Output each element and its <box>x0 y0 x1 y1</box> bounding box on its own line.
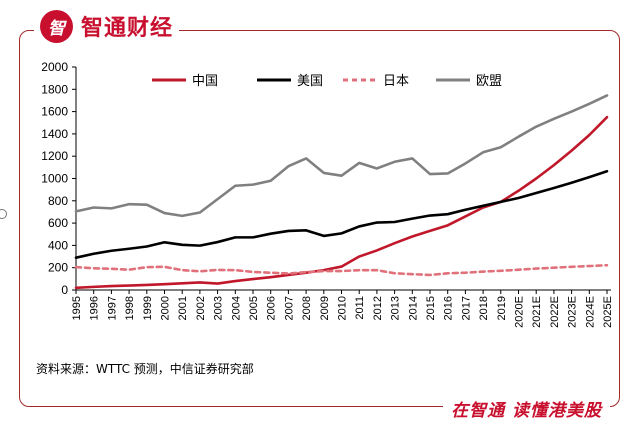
x-tick-label: 2019 <box>496 296 508 320</box>
x-tick-label: 2025E <box>602 296 614 328</box>
x-tick-label: 2002 <box>195 296 207 320</box>
x-tick-label: 2024E <box>584 296 596 328</box>
y-tick-label: 600 <box>48 216 68 230</box>
x-tick-label: 2017 <box>460 296 472 320</box>
x-tick-label: 2022E <box>549 296 561 328</box>
x-tick-label: 2023E <box>567 296 579 328</box>
series-line-0 <box>74 115 609 290</box>
x-tick-label: 2009 <box>319 296 331 320</box>
y-tick-label: 1400 <box>41 127 68 141</box>
x-tick-label: 2010 <box>337 296 349 320</box>
x-tick-label: 2011 <box>354 296 366 320</box>
x-tick-label: 2015 <box>425 296 437 320</box>
x-tick-label: 2001 <box>177 296 189 320</box>
x-tick-label: 2004 <box>230 296 242 320</box>
x-tick-label: 2021E <box>531 296 543 328</box>
legend-label-1: 美国 <box>297 74 323 89</box>
legend-label-3: 欧盟 <box>476 74 502 89</box>
x-tick-label: 2012 <box>372 296 384 320</box>
brand-header: 智 智通财经 <box>34 6 180 46</box>
x-tick-label: 1998 <box>124 296 136 320</box>
x-tick-label: 2007 <box>283 296 295 320</box>
y-tick-label: 400 <box>48 238 68 252</box>
x-tick-label: 2018 <box>478 296 490 320</box>
source-note: 资料来源：WTTC 预测，中信证券研究部 <box>36 362 254 376</box>
x-tick-label: 2016 <box>443 296 455 320</box>
x-tick-label: 2020E <box>514 296 526 328</box>
y-tick-label: 1600 <box>41 105 68 119</box>
y-tick-label: 1000 <box>41 172 68 186</box>
brand-logo-icon: 智 <box>40 9 73 43</box>
x-tick-label: 2008 <box>301 296 313 320</box>
x-tick-label: 2000 <box>160 296 172 320</box>
x-tick-label: 2014 <box>407 296 419 320</box>
brand-name: 智通财经 <box>81 16 174 41</box>
brand-slogan: 在智通 读懂港美股 <box>443 396 610 421</box>
x-tick-label: 1997 <box>106 296 118 320</box>
y-tick-label: 2000 <box>41 60 68 74</box>
x-tick-label: 2005 <box>248 296 260 320</box>
x-tick-label: 1999 <box>142 296 154 320</box>
x-tick-label: 2006 <box>266 296 278 320</box>
x-tick-label: 2003 <box>213 296 225 320</box>
x-tick-label: 1996 <box>89 296 101 320</box>
legend-label-0: 中国 <box>192 74 218 89</box>
side-scroll-indicator <box>0 209 7 219</box>
y-tick-label: 200 <box>48 261 68 275</box>
x-tick-label: 1995 <box>71 296 83 320</box>
y-tick-label: 1800 <box>41 82 68 96</box>
y-tick-label: 1200 <box>41 149 68 163</box>
x-tick-label: 2013 <box>390 296 402 320</box>
chart-frame <box>19 30 620 407</box>
y-tick-label: 800 <box>48 194 68 208</box>
legend-label-2: 日本 <box>383 74 409 89</box>
y-tick-label: 0 <box>61 283 68 297</box>
series-line-3 <box>74 94 609 218</box>
